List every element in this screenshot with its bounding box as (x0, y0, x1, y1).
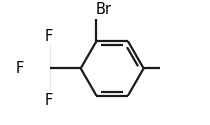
Text: F: F (45, 29, 53, 44)
Text: F: F (45, 93, 53, 108)
Text: F: F (16, 61, 24, 76)
Text: Br: Br (96, 2, 112, 17)
